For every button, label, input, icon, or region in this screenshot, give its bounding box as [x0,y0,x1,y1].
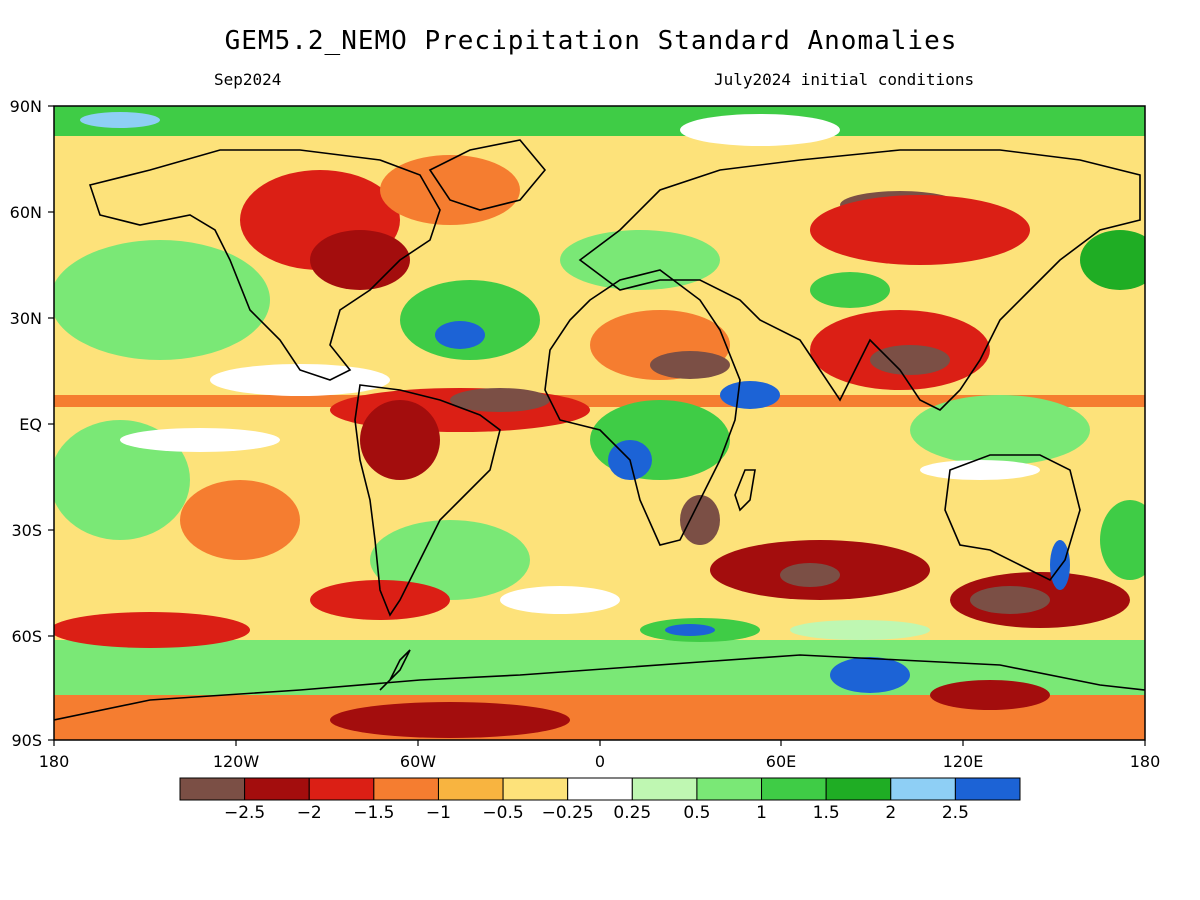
field-arctic-band [54,106,1145,136]
lon-label-180e: 180 [1130,752,1161,771]
colorbar-swatch-7 [631,777,698,801]
lat-label-60n: 60N [10,203,42,222]
lon-label-180w: 180 [39,752,70,771]
colorbar-label-10: 2 [885,803,896,823]
lat-ticks [48,105,54,741]
longitude-labels: 180 120W 60W 0 60E 120E 180 [39,752,1161,771]
colorbar-swatch-12 [954,777,1021,801]
colorbar-label-7: 0.5 [683,803,710,823]
lat-label-90s: 90S [11,731,42,750]
lat-label-90n: 90N [10,97,42,116]
map-field [54,106,1145,740]
lon-ticks [53,740,1146,746]
colorbar-swatch-1 [244,777,310,801]
colorbar-label-2: −1.5 [353,803,394,823]
lat-label-eq: EQ [19,415,42,434]
colorbar-label-6: 0.25 [613,803,651,823]
lon-label-0: 0 [595,752,605,771]
colorbar-swatch-2 [308,777,375,801]
colorbar-swatch-6 [567,777,633,801]
lon-label-60w: 60W [400,752,436,771]
colorbar-label-3: −1 [426,803,451,823]
colorbar-label-1: −2 [297,803,322,823]
lat-label-30n: 30N [10,309,42,328]
initial-conditions-label: July2024 initial conditions [714,70,975,89]
colorbar-label-5: −0.25 [542,803,594,823]
colorbar-swatch-11 [890,777,956,801]
colorbar-label-0: −2.5 [224,803,265,823]
colorbar-swatch-3 [373,777,439,801]
map-title: GEM5.2_NEMO Precipitation Standard Anoma… [224,26,958,56]
field-itcz-band [54,395,1145,407]
colorbar-swatch-4 [437,777,504,801]
lat-label-60s: 60S [11,627,42,646]
colorbar-label-11: 2.5 [942,803,969,823]
latitude-labels: 90N 60N 30N EQ 30S 60S 90S [10,97,42,750]
lon-label-120w: 120W [213,752,260,771]
colorbar-swatch-8 [696,777,763,801]
colorbar-swatch-0 [179,777,246,801]
colorbar-label-8: 1 [756,803,767,823]
lat-label-30s: 30S [11,521,42,540]
lon-label-60e: 60E [766,752,796,771]
coastlines [54,139,1145,721]
colorbar-label-4: −0.5 [482,803,523,823]
colorbar-label-9: 1.5 [813,803,840,823]
colorbar-swatch-10 [825,777,892,801]
field-blobs [54,112,1145,738]
lon-label-120e: 120E [943,752,984,771]
valid-month-label: Sep2024 [214,70,282,89]
colorbar-swatch-9 [761,777,827,801]
colorbar: −2.5 −2 −1.5 −1 −0.5 −0.25 0.25 0.5 1 1.5 2 2.5 [179,777,1021,823]
colorbar-swatch-5 [502,777,569,801]
